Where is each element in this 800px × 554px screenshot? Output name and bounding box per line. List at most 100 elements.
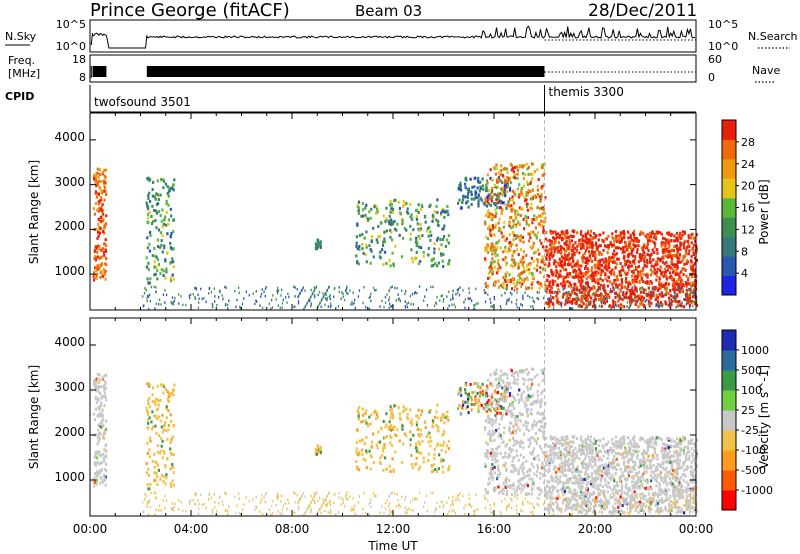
power-cell: [516, 280, 519, 284]
power-ground-cell: [198, 301, 200, 304]
power-cell: [607, 275, 610, 279]
velocity-cell: [659, 492, 662, 496]
velocity-cell: [508, 394, 512, 397]
power-cell: [638, 253, 641, 256]
power-cell: [637, 244, 640, 248]
power-cell: [604, 237, 607, 241]
power-cell: [669, 288, 672, 292]
velocity-cell: [96, 442, 99, 446]
power-cell: [648, 253, 651, 257]
power-ground-cell: [372, 286, 375, 290]
power-cell: [458, 187, 461, 191]
velocity-cell: [484, 405, 487, 409]
power-cell: [597, 238, 600, 242]
velocity-cell: [486, 384, 489, 388]
power-ground-cell: [483, 289, 485, 292]
power-cell: [623, 232, 626, 236]
power-cell: [369, 216, 372, 220]
power-cell: [96, 180, 99, 184]
velocity-cell: [548, 487, 551, 491]
power-cell: [154, 197, 157, 201]
power-cell: [517, 274, 520, 278]
velocity-cell: [523, 432, 526, 436]
power-ground-cell: [148, 295, 150, 298]
power-cell: [410, 257, 413, 261]
power-cell: [671, 249, 674, 253]
power-cell: [642, 258, 645, 262]
power-cell: [369, 248, 372, 252]
velocity-cell: [523, 369, 526, 373]
power-cell: [637, 305, 640, 309]
power-ground-cell: [260, 292, 263, 296]
power-ground-cell: [477, 302, 479, 305]
velocity-cell: [512, 487, 515, 491]
power-cell: [407, 211, 410, 215]
velocity-cell: [162, 479, 165, 483]
velocity-cell: [529, 412, 532, 415]
power-cell: [593, 232, 596, 235]
power-cell: [647, 239, 650, 243]
power-cell: [388, 214, 391, 218]
velocity-cell: [159, 419, 162, 423]
power-ground-cell: [474, 304, 476, 307]
power-cell: [664, 250, 667, 253]
power-cell: [482, 188, 485, 191]
power-cell: [638, 280, 641, 284]
power-ground-cell: [205, 300, 207, 304]
velocity-cell: [104, 468, 107, 471]
power-cell: [589, 300, 592, 304]
velocity-cell: [540, 400, 543, 404]
velocity-cell: [153, 465, 156, 469]
power-cell: [676, 250, 679, 254]
power-ground-cell: [489, 297, 491, 301]
velocity-cell: [504, 409, 507, 413]
power-cell: [388, 258, 391, 262]
power-ground-cell: [303, 307, 305, 311]
power-cell: [544, 283, 547, 287]
power-cell: [157, 202, 160, 206]
power-cell: [423, 214, 427, 218]
velocity-cell: [498, 384, 501, 388]
velocity-cell: [169, 467, 172, 471]
power-cell: [457, 201, 460, 205]
power-ground-cell: [505, 288, 507, 291]
power-cell: [658, 280, 661, 284]
power-ground-cell: [270, 307, 272, 311]
power-cell: [668, 304, 672, 308]
power-cell: [597, 279, 600, 283]
velocity-cell: [409, 421, 412, 424]
power-ground-cell: [410, 302, 412, 306]
power-ground-cell: [320, 305, 322, 308]
velocity-cell: [440, 448, 443, 452]
velocity-cell: [537, 383, 540, 387]
power-cell: [534, 226, 537, 230]
power-cell: [584, 257, 587, 261]
power-cell: [626, 271, 629, 275]
power-cell: [633, 293, 636, 296]
velocity-cell: [661, 491, 664, 494]
power-cell: [502, 175, 505, 179]
power-cell: [665, 264, 668, 268]
power-cell: [687, 276, 690, 280]
power-cell: [514, 263, 517, 267]
velocity-cell: [169, 440, 172, 444]
power-cell: [147, 196, 150, 200]
velocity-cell: [526, 385, 529, 389]
power-cell: [536, 264, 539, 268]
power-cell: [497, 279, 500, 283]
power-ground-cell: [148, 307, 150, 311]
velocity-cell: [410, 418, 413, 422]
power-cell: [549, 300, 552, 304]
power-cell: [497, 200, 500, 204]
velocity-cell: [544, 489, 547, 493]
velocity-cell: [481, 389, 485, 393]
velocity-cell: [425, 435, 428, 438]
power-cell: [417, 227, 420, 231]
power-ground-cell: [352, 302, 354, 306]
velocity-cell: [568, 451, 571, 455]
power-cell: [584, 289, 587, 293]
power-cell: [593, 303, 596, 307]
power-ground-cell: [264, 287, 267, 291]
power-ground-cell: [171, 302, 173, 305]
power-ground-cell: [484, 291, 486, 294]
